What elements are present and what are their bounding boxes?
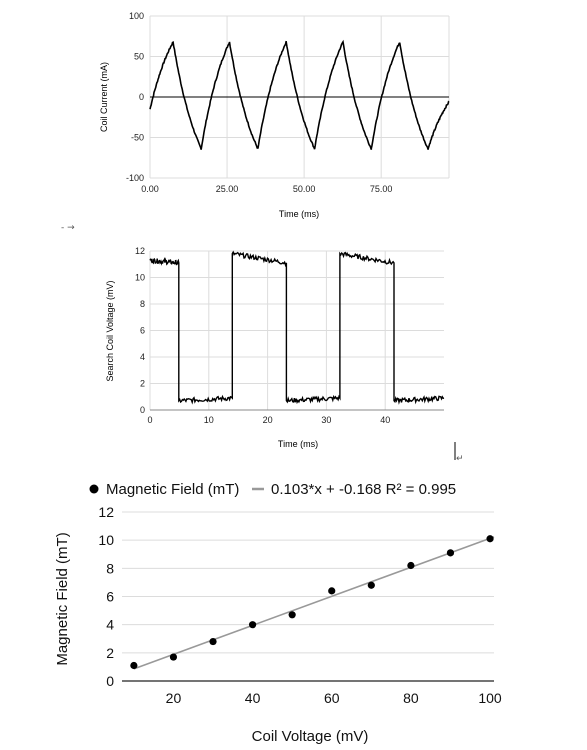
c2-xtick-label: 30 [321,415,331,425]
c3-data-point [328,587,336,595]
c1-ytick-label: -50 [131,133,144,143]
c3-xtick-label: 40 [245,690,261,706]
coil-current-chart: 100 50 0 -50 -100 0.00 25.00 50.00 75.00 Time (… [99,11,450,219]
c1-xtick-label: 75.00 [370,184,393,194]
c2-ylabel: Search Coil Voltage (mV) [105,280,115,381]
c3-data-point [367,581,375,589]
c3-data-point [446,549,455,557]
c3-xtick-label: 80 [403,690,419,706]
c2-xtick-label: 20 [263,415,273,425]
legend-trendline-label: 0.103*x + -0.168 R² = 0.995 [271,481,456,498]
c2-xtick-label: 40 [380,415,390,425]
c3-data-point [209,637,217,646]
c3-xtick-label: 60 [324,690,340,706]
c2-series-line [149,250,445,405]
legend-marker-dot [89,484,99,494]
c3-trendline [133,536,495,670]
c3-xtick-label: 100 [478,690,502,706]
c2-xtick-label: 0 [147,415,152,425]
c1-ytick-label: 0 [139,92,144,102]
c3-xtick-label: 20 [166,690,182,706]
c3-data-point [407,561,415,570]
c3-xlabel: Coil Voltage (mV) [252,728,369,745]
c2-xtick-label: 10 [204,415,214,425]
c3-ytick-label: 12 [98,504,114,520]
c2-ytick-label: 6 [140,326,145,336]
c3-ytick-label: 0 [106,673,114,689]
c3-data-point [248,621,257,629]
c2-ytick-label: 10 [135,273,145,283]
return-mark: ↵ [456,454,464,464]
c3-data-point [130,661,138,670]
c1-xtick-label: 25.00 [216,184,239,194]
c2-ytick-label: 0 [140,405,145,415]
c3-data-point [486,535,494,543]
c1-ytick-label: 100 [129,11,144,21]
c3-ytick-label: 10 [98,532,114,548]
legend-series-label: Magnetic Field (mT) [106,481,239,498]
c2-ytick-label: 12 [135,246,145,256]
c2-xlabel: Time (ms) [278,439,318,449]
arrow-mark: - → [61,223,75,233]
c3-ytick-label: 4 [106,617,114,633]
c1-ytick-label: -100 [126,173,144,183]
c3-data-point [288,611,296,619]
c1-xtick-label: 0.00 [141,184,159,194]
c2-ytick-label: 2 [140,379,145,389]
c3-ytick-label: 6 [106,589,114,605]
c2-ytick-label: 4 [140,352,145,362]
c1-ylabel: Coil Current (mA) [99,62,109,132]
c3-ytick-label: 2 [106,645,114,661]
c1-series-line [149,39,450,150]
c1-xlabel: Time (ms) [279,209,319,219]
magnetic-field-chart: Magnetic Field (mT) 0.103*x + -0.168 R² … [54,481,502,745]
c3-ylabel: Magnetic Field (mT) [54,532,71,665]
c3-ytick-label: 8 [106,560,114,576]
c3-data-point [169,653,178,661]
c1-xtick-label: 50.00 [293,184,316,194]
c2-ytick-label: 8 [140,299,145,309]
c1-ytick-label: 50 [134,52,144,62]
legend: Magnetic Field (mT) 0.103*x + -0.168 R² … [89,481,456,498]
